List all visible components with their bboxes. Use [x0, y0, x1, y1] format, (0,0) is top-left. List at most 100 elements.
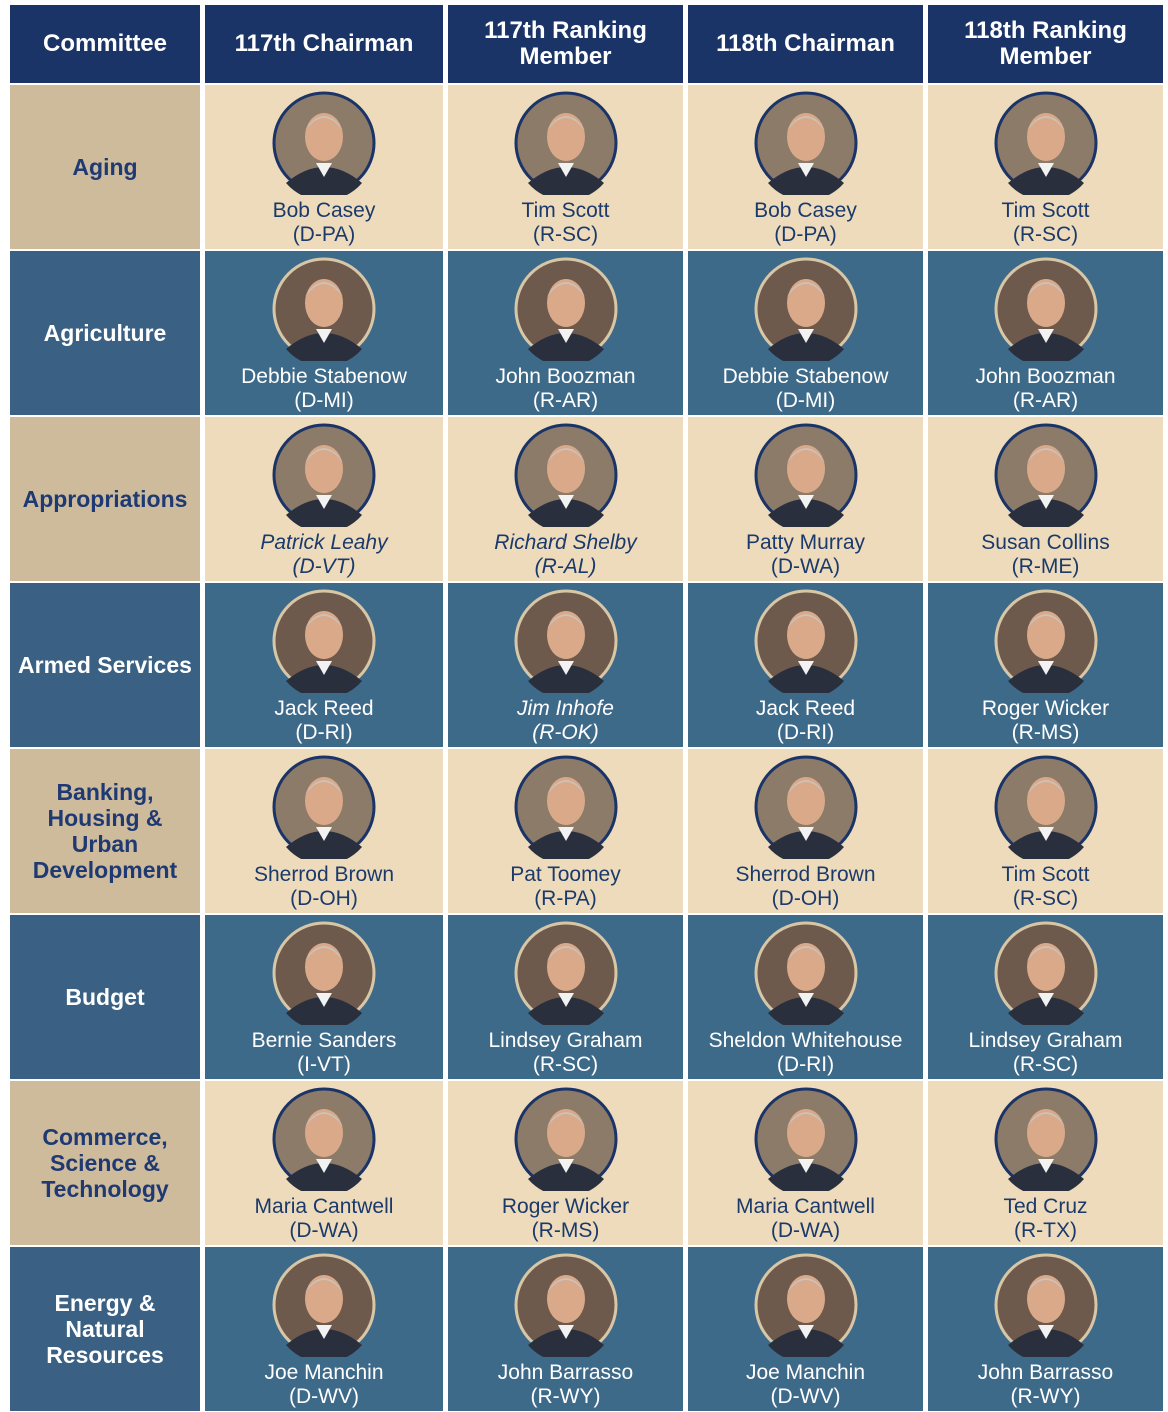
member-party: (D-WA) — [771, 1219, 840, 1243]
member-party: (D-RI) — [295, 721, 352, 745]
member-name: Lindsey Graham — [488, 1029, 642, 1053]
member-name: Ted Cruz — [1003, 1195, 1087, 1219]
committee-name: Budget — [10, 915, 200, 1079]
portrait — [272, 1087, 376, 1191]
member-cell: John Barrasso(R-WY) — [448, 1247, 683, 1411]
member-party: (R-WY) — [531, 1385, 601, 1409]
committee-cell: Budget — [10, 915, 200, 1079]
member-cell: Richard Shelby(R-AL) — [448, 417, 683, 581]
member-name: Lindsey Graham — [968, 1029, 1122, 1053]
committee-name: Energy & Natural Resources — [10, 1247, 200, 1411]
committee-name: Appropriations — [10, 417, 200, 581]
portrait — [754, 921, 858, 1025]
member-cell: Bernie Sanders(I-VT) — [205, 915, 443, 1079]
member-party: (R-MS) — [532, 1219, 600, 1243]
member-cell: Maria Cantwell(D-WA) — [688, 1081, 923, 1245]
member-name: Jack Reed — [756, 697, 855, 721]
member-party: (R-OK) — [532, 721, 599, 745]
header-cell: 117th Ranking Member — [448, 5, 683, 83]
member-name: Richard Shelby — [494, 531, 636, 555]
member-name: Roger Wicker — [982, 697, 1109, 721]
portrait — [272, 423, 376, 527]
member-party: (D-RI) — [777, 1053, 834, 1077]
member-name: Bob Casey — [754, 199, 857, 223]
member-cell: John Barrasso(R-WY) — [928, 1247, 1163, 1411]
member-party: (D-MI) — [294, 389, 353, 413]
portrait — [994, 257, 1098, 361]
member-party: (D-WA) — [771, 555, 840, 579]
member-party: (R-TX) — [1014, 1219, 1077, 1243]
member-name: Sherrod Brown — [735, 863, 875, 887]
member-name: John Barrasso — [498, 1361, 633, 1385]
portrait — [754, 423, 858, 527]
member-name: Maria Cantwell — [736, 1195, 875, 1219]
portrait — [514, 257, 618, 361]
committee-name: Commerce, Science & Technology — [10, 1081, 200, 1245]
member-name: Patrick Leahy — [260, 531, 387, 555]
committee-text: Energy & Natural Resources — [18, 1290, 193, 1368]
member-name: Debbie Stabenow — [723, 365, 889, 389]
member-party: (D-RI) — [777, 721, 834, 745]
member-name: Bernie Sanders — [252, 1029, 397, 1053]
member-name: John Boozman — [495, 365, 635, 389]
member-name: John Boozman — [975, 365, 1115, 389]
member-name: John Barrasso — [978, 1361, 1113, 1385]
member-name: Tim Scott — [1002, 199, 1090, 223]
header-cell: 118th Ranking Member — [928, 5, 1163, 83]
member-name: Roger Wicker — [502, 1195, 629, 1219]
member-cell: Patrick Leahy(D-VT) — [205, 417, 443, 581]
portrait — [514, 423, 618, 527]
member-party: (D-VT) — [293, 555, 356, 579]
committee-cell: Energy & Natural Resources — [10, 1247, 200, 1411]
member-cell: John Boozman(R-AR) — [448, 251, 683, 415]
member-name: Susan Collins — [981, 531, 1109, 555]
committee-text: Budget — [65, 984, 144, 1010]
member-cell: John Boozman(R-AR) — [928, 251, 1163, 415]
member-cell: Joe Manchin(D-WV) — [688, 1247, 923, 1411]
member-party: (R-WY) — [1011, 1385, 1081, 1409]
committee-text: Appropriations — [23, 486, 188, 512]
header-text: Committee — [43, 31, 167, 57]
header-text: 118th Chairman — [716, 31, 895, 57]
member-name: Tim Scott — [522, 199, 610, 223]
portrait — [514, 91, 618, 195]
member-cell: Lindsey Graham(R-SC) — [448, 915, 683, 1079]
portrait — [272, 921, 376, 1025]
member-cell: Bob Casey(D-PA) — [205, 85, 443, 249]
member-cell: Roger Wicker(R-MS) — [448, 1081, 683, 1245]
committee-name: Aging — [10, 85, 200, 249]
portrait — [994, 589, 1098, 693]
portrait — [994, 755, 1098, 859]
portrait — [994, 921, 1098, 1025]
member-party: (R-ME) — [1012, 555, 1080, 579]
member-cell: Lindsey Graham(R-SC) — [928, 915, 1163, 1079]
member-name: Sherrod Brown — [254, 863, 394, 887]
member-cell: Pat Toomey(R-PA) — [448, 749, 683, 913]
member-cell: Sherrod Brown(D-OH) — [688, 749, 923, 913]
member-cell: Jim Inhofe(R-OK) — [448, 583, 683, 747]
member-party: (R-AR) — [1013, 389, 1078, 413]
member-party: (R-AR) — [533, 389, 598, 413]
portrait — [514, 589, 618, 693]
portrait — [754, 257, 858, 361]
committee-cell: Agriculture — [10, 251, 200, 415]
member-cell: Patty Murray(D-WA) — [688, 417, 923, 581]
portrait — [994, 91, 1098, 195]
header-text: 117th Ranking Member — [462, 18, 669, 70]
member-cell: Jack Reed(D-RI) — [205, 583, 443, 747]
portrait — [514, 755, 618, 859]
member-name: Jack Reed — [274, 697, 373, 721]
member-name: Sheldon Whitehouse — [709, 1029, 903, 1053]
portrait — [994, 1087, 1098, 1191]
committee-text: Commerce, Science & Technology — [18, 1124, 193, 1202]
committee-cell: Commerce, Science & Technology — [10, 1081, 200, 1245]
member-name: Patty Murray — [746, 531, 865, 555]
committee-text: Banking, Housing & Urban Development — [18, 779, 193, 883]
portrait — [754, 589, 858, 693]
portrait — [514, 1253, 618, 1357]
member-cell: Susan Collins(R-ME) — [928, 417, 1163, 581]
member-cell: Bob Casey(D-PA) — [688, 85, 923, 249]
committee-cell: Armed Services — [10, 583, 200, 747]
member-name: Bob Casey — [273, 199, 376, 223]
